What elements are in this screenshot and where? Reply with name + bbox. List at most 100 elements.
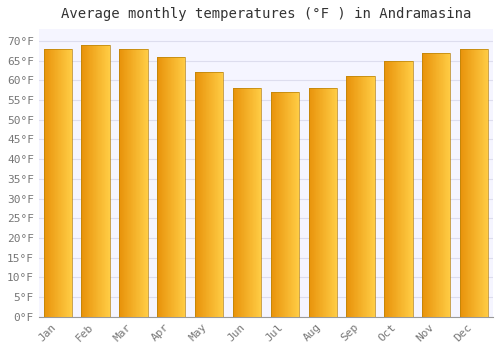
Bar	[330, 88, 331, 317]
Bar	[119, 49, 148, 317]
Bar	[444, 53, 445, 317]
Bar	[65, 49, 66, 317]
Bar	[94, 45, 95, 317]
Bar	[429, 53, 430, 317]
Bar	[283, 92, 284, 317]
Bar	[315, 88, 316, 317]
Bar	[293, 92, 294, 317]
Bar	[202, 72, 203, 317]
Bar	[396, 61, 398, 317]
Bar	[296, 92, 297, 317]
Bar	[120, 49, 121, 317]
Bar	[134, 49, 135, 317]
Bar	[407, 61, 408, 317]
Bar	[71, 49, 72, 317]
Bar	[280, 92, 281, 317]
Bar	[440, 53, 441, 317]
Bar	[403, 61, 404, 317]
Bar	[462, 49, 463, 317]
Bar	[243, 88, 244, 317]
Bar	[207, 72, 208, 317]
Bar	[460, 49, 488, 317]
Bar	[69, 49, 70, 317]
Bar	[172, 57, 173, 317]
Bar	[138, 49, 139, 317]
Bar	[325, 88, 326, 317]
Bar	[250, 88, 251, 317]
Bar	[95, 45, 96, 317]
Bar	[351, 76, 352, 317]
Bar	[482, 49, 483, 317]
Bar	[163, 57, 164, 317]
Bar	[170, 57, 172, 317]
Bar	[312, 88, 313, 317]
Bar	[180, 57, 181, 317]
Bar	[140, 49, 141, 317]
Bar	[422, 53, 423, 317]
Bar	[169, 57, 170, 317]
Bar	[298, 92, 299, 317]
Bar	[365, 76, 366, 317]
Bar	[333, 88, 334, 317]
Bar	[288, 92, 289, 317]
Bar	[271, 92, 272, 317]
Bar	[129, 49, 130, 317]
Bar	[66, 49, 67, 317]
Bar	[428, 53, 429, 317]
Bar	[406, 61, 407, 317]
Bar	[313, 88, 314, 317]
Bar	[320, 88, 321, 317]
Bar	[349, 76, 350, 317]
Bar	[145, 49, 146, 317]
Bar	[361, 76, 362, 317]
Bar	[52, 49, 53, 317]
Bar	[211, 72, 212, 317]
Bar	[286, 92, 287, 317]
Bar	[108, 45, 109, 317]
Bar	[392, 61, 394, 317]
Bar	[356, 76, 357, 317]
Bar	[184, 57, 185, 317]
Bar	[287, 92, 288, 317]
Bar	[240, 88, 241, 317]
Bar	[109, 45, 110, 317]
Bar	[285, 92, 286, 317]
Bar	[408, 61, 409, 317]
Bar	[427, 53, 428, 317]
Bar	[423, 53, 424, 317]
Bar	[310, 88, 311, 317]
Bar	[234, 88, 235, 317]
Bar	[354, 76, 355, 317]
Bar	[220, 72, 221, 317]
Bar	[391, 61, 392, 317]
Bar	[433, 53, 434, 317]
Bar	[284, 92, 285, 317]
Bar	[159, 57, 160, 317]
Bar	[275, 92, 276, 317]
Bar	[350, 76, 351, 317]
Bar	[442, 53, 443, 317]
Bar	[479, 49, 480, 317]
Bar	[85, 45, 86, 317]
Bar	[70, 49, 71, 317]
Bar	[474, 49, 476, 317]
Bar	[119, 49, 120, 317]
Bar	[247, 88, 248, 317]
Bar	[67, 49, 68, 317]
Bar	[236, 88, 237, 317]
Bar	[53, 49, 54, 317]
Bar	[233, 88, 261, 317]
Bar	[256, 88, 257, 317]
Bar	[426, 53, 427, 317]
Bar	[295, 92, 296, 317]
Bar	[445, 53, 446, 317]
Bar	[317, 88, 318, 317]
Bar	[348, 76, 349, 317]
Bar	[84, 45, 85, 317]
Bar	[483, 49, 484, 317]
Bar	[290, 92, 291, 317]
Bar	[183, 57, 184, 317]
Bar	[162, 57, 163, 317]
Bar	[487, 49, 488, 317]
Bar	[384, 61, 385, 317]
